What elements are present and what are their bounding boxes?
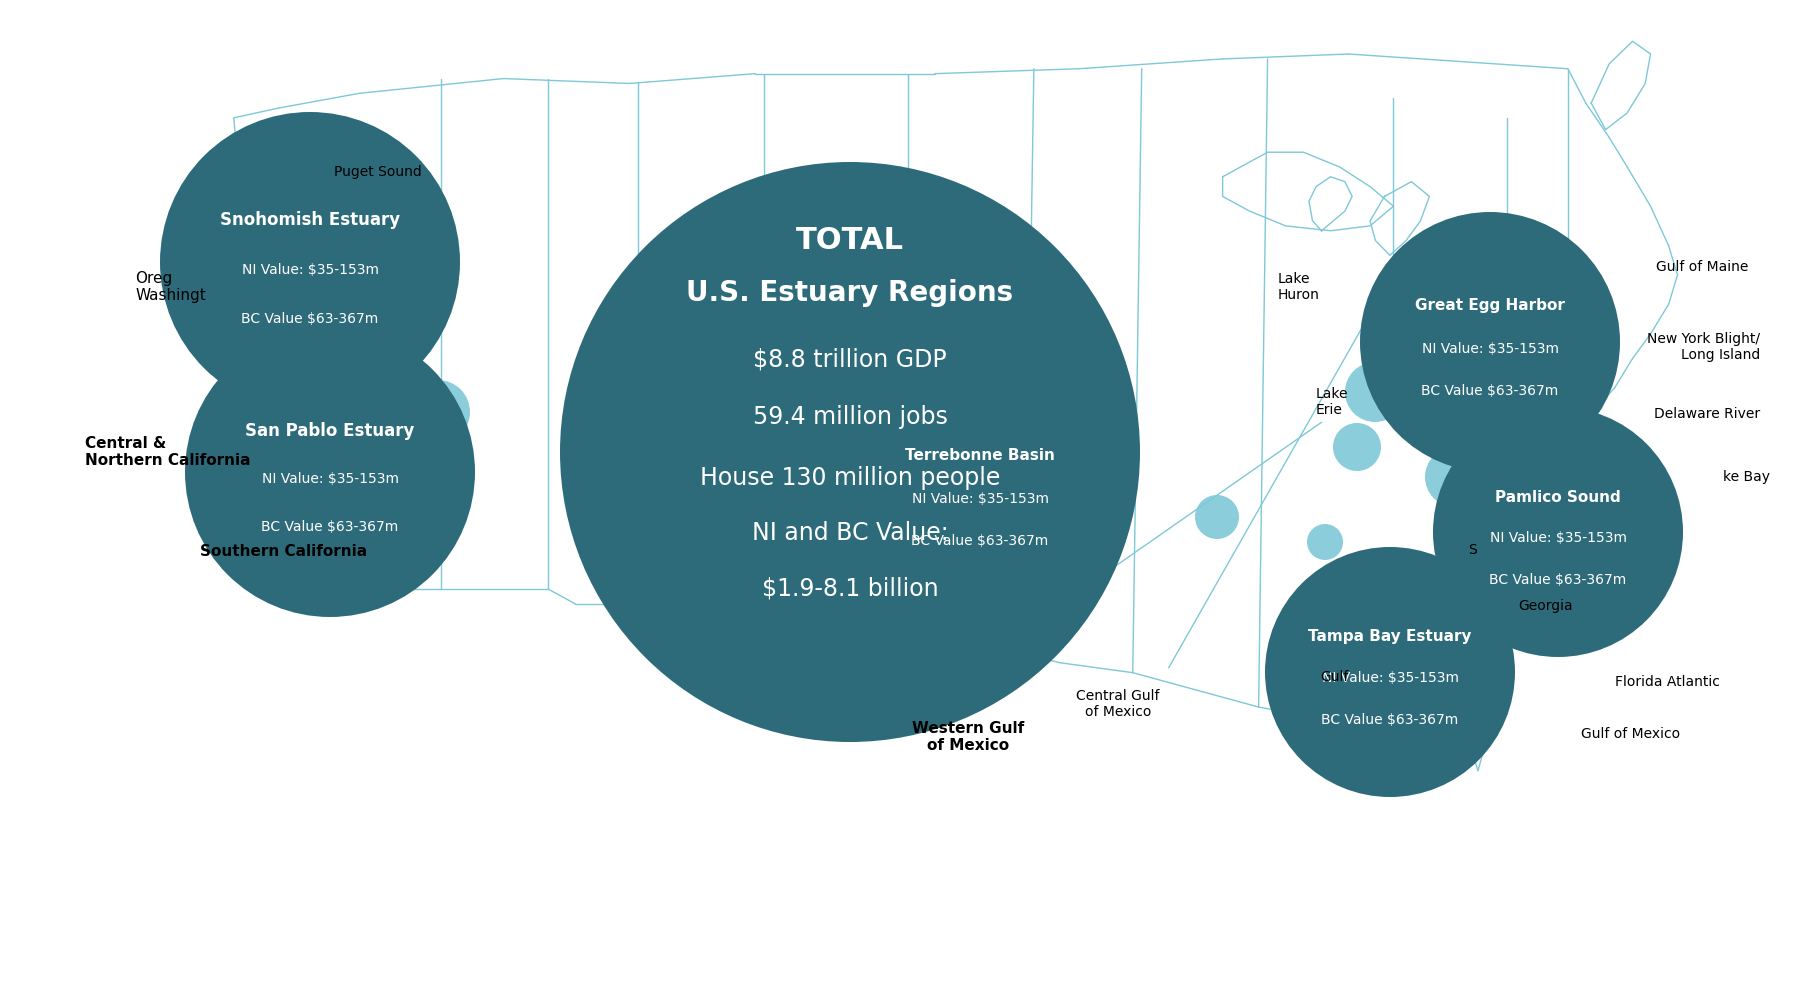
- Text: Puget Sound: Puget Sound: [334, 165, 423, 179]
- Text: Gulf of Mexico: Gulf of Mexico: [1580, 727, 1679, 741]
- Circle shape: [1359, 212, 1620, 472]
- Text: TOTAL: TOTAL: [797, 226, 904, 254]
- Text: U.S. Estuary Regions: U.S. Estuary Regions: [687, 279, 1014, 306]
- Text: BC Value $63-367m: BC Value $63-367m: [1422, 384, 1559, 399]
- Text: Central Gulf
of Mexico: Central Gulf of Mexico: [1077, 689, 1160, 719]
- Text: Lake
Erie: Lake Erie: [1316, 387, 1348, 417]
- Text: S: S: [1467, 543, 1476, 557]
- Circle shape: [559, 162, 1140, 742]
- Text: BC Value $63-367m: BC Value $63-367m: [241, 312, 379, 326]
- Text: NI Value: $35-153m: NI Value: $35-153m: [241, 262, 379, 277]
- Text: Tampa Bay Estuary: Tampa Bay Estuary: [1309, 629, 1473, 644]
- Circle shape: [1307, 524, 1343, 560]
- Text: $8.8 trillion GDP: $8.8 trillion GDP: [753, 348, 948, 371]
- Text: Western Gulf
of Mexico: Western Gulf of Mexico: [912, 721, 1025, 753]
- Text: $1.9-8.1 billion: $1.9-8.1 billion: [762, 576, 939, 600]
- Text: Southern California: Southern California: [200, 544, 367, 560]
- Circle shape: [1196, 495, 1239, 539]
- Circle shape: [228, 402, 307, 482]
- Text: NI Value: $35-153m: NI Value: $35-153m: [1489, 531, 1627, 545]
- Text: Snohomish Estuary: Snohomish Estuary: [219, 211, 401, 229]
- Text: Great Egg Harbor: Great Egg Harbor: [1415, 299, 1564, 313]
- Circle shape: [1426, 447, 1485, 507]
- Text: Oreg
Washingt: Oreg Washingt: [135, 271, 205, 303]
- Text: BC Value $63-367m: BC Value $63-367m: [1322, 713, 1458, 727]
- Text: Gulf: Gulf: [1320, 670, 1348, 684]
- Circle shape: [406, 380, 469, 444]
- Circle shape: [185, 327, 475, 617]
- Text: Gulf of Maine: Gulf of Maine: [1656, 260, 1748, 274]
- Text: NI Value: $35-153m: NI Value: $35-153m: [1322, 672, 1458, 685]
- Circle shape: [1345, 362, 1404, 422]
- Text: New York Blight/
Long Island: New York Blight/ Long Island: [1647, 332, 1760, 362]
- Text: Lake
Huron: Lake Huron: [1278, 272, 1320, 302]
- Text: BC Value $63-367m: BC Value $63-367m: [1489, 573, 1627, 586]
- Circle shape: [850, 362, 1109, 622]
- Text: NI Value: $35-153m: NI Value: $35-153m: [261, 472, 399, 486]
- Text: Terrebonne Basin: Terrebonne Basin: [904, 448, 1055, 464]
- Text: 59.4 million jobs: 59.4 million jobs: [753, 406, 948, 429]
- Text: NI Value: $35-153m: NI Value: $35-153m: [912, 492, 1048, 506]
- Text: Central &
Northern California: Central & Northern California: [85, 436, 250, 468]
- Text: NI Value: $35-153m: NI Value: $35-153m: [1422, 342, 1559, 355]
- Text: House 130 million people: House 130 million people: [699, 466, 1000, 490]
- Text: Georgia: Georgia: [1518, 599, 1573, 613]
- Text: Florida Atlantic: Florida Atlantic: [1615, 675, 1721, 689]
- Circle shape: [1266, 547, 1516, 797]
- Circle shape: [1433, 407, 1683, 657]
- Text: NI and BC Value:: NI and BC Value:: [752, 521, 948, 545]
- Text: BC Value $63-367m: BC Value $63-367m: [261, 520, 399, 534]
- Circle shape: [1332, 423, 1381, 471]
- Text: ke Bay: ke Bay: [1722, 470, 1769, 484]
- Text: Pamlico Sound: Pamlico Sound: [1496, 489, 1620, 505]
- Text: San Pablo Estuary: San Pablo Estuary: [245, 422, 415, 440]
- Text: BC Value $63-367m: BC Value $63-367m: [912, 534, 1048, 548]
- Text: Delaware River: Delaware River: [1654, 407, 1760, 421]
- Circle shape: [160, 112, 460, 412]
